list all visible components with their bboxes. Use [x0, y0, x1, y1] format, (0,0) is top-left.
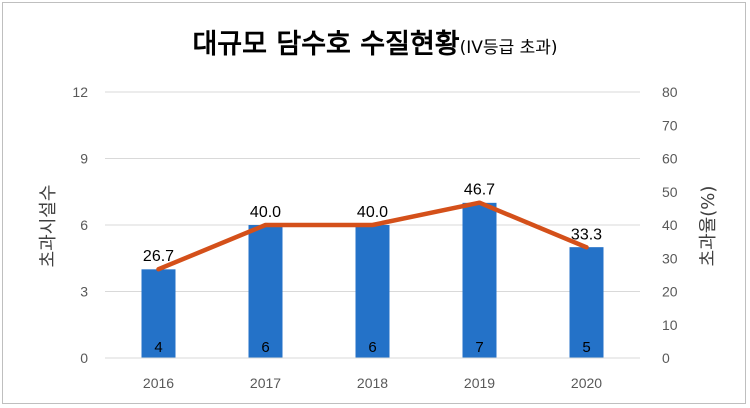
line-value-label: 26.7: [143, 248, 174, 265]
line-series: 26.7 40.0 40.0 46.7 33.3: [143, 182, 602, 272]
bar: [248, 225, 283, 358]
bar-series: 4 6 6 7 5: [141, 202, 604, 358]
line-value-label: 40.0: [250, 204, 281, 221]
line-point: [370, 223, 375, 227]
y-right-tick-label: 40: [662, 217, 678, 233]
bar: [355, 225, 390, 358]
line-value-label: 40.0: [357, 204, 388, 221]
x-axis-ticks: 2016 2017 2018 2019 2020: [105, 357, 640, 391]
x-tick-label: 2019: [464, 375, 495, 391]
chart-title-main: 대규모 담수호 수질현황: [192, 29, 460, 60]
y-right-tick-label: 20: [662, 284, 678, 300]
bar: [462, 202, 497, 358]
bar-value-label: 7: [475, 339, 483, 356]
bar: [569, 247, 604, 358]
y-axis-left-title: 초과시설수: [38, 185, 59, 268]
bar-value-label: 5: [582, 339, 590, 356]
x-tick-label: 2017: [250, 375, 281, 391]
bar-value-label: 4: [154, 339, 162, 356]
gridlines: [105, 91, 640, 292]
bar: [141, 269, 176, 358]
line-point: [156, 267, 161, 272]
line-value-label: 46.7: [464, 182, 495, 199]
line-point: [584, 245, 589, 250]
y-left-tick-label: 12: [72, 84, 88, 100]
line-point: [263, 223, 268, 227]
y-left-tick-label: 0: [80, 350, 88, 366]
bar-value-label: 6: [261, 339, 269, 356]
y-axis-right-ticks: 0 10 20 30 40 50 60 70 80: [662, 84, 678, 366]
chart-title: 대규모 담수호 수질현황(IV등급 초과): [0, 22, 750, 61]
y-axis-right-title: 초과율(%): [698, 186, 719, 267]
y-axis-left-ticks: 0 3 6 9 12: [72, 84, 88, 366]
x-tick-label: 2016: [143, 375, 174, 391]
chart-subtitle: (IV등급 초과): [459, 38, 558, 58]
y-right-tick-label: 50: [662, 184, 678, 200]
line-point: [477, 200, 482, 205]
y-right-tick-label: 60: [662, 151, 678, 167]
y-right-tick-label: 10: [662, 317, 678, 333]
x-tick-label: 2018: [357, 375, 388, 391]
y-right-tick-label: 0: [662, 350, 670, 366]
bar-value-label: 6: [368, 339, 376, 356]
y-right-tick-label: 70: [662, 117, 678, 133]
y-right-tick-label: 80: [662, 84, 678, 100]
y-left-tick-label: 9: [80, 151, 88, 167]
x-tick-label: 2020: [571, 375, 602, 391]
line-value-label: 33.3: [571, 226, 602, 243]
y-left-tick-label: 6: [80, 217, 88, 233]
y-left-tick-label: 3: [80, 284, 88, 300]
y-right-tick-label: 30: [662, 250, 678, 266]
